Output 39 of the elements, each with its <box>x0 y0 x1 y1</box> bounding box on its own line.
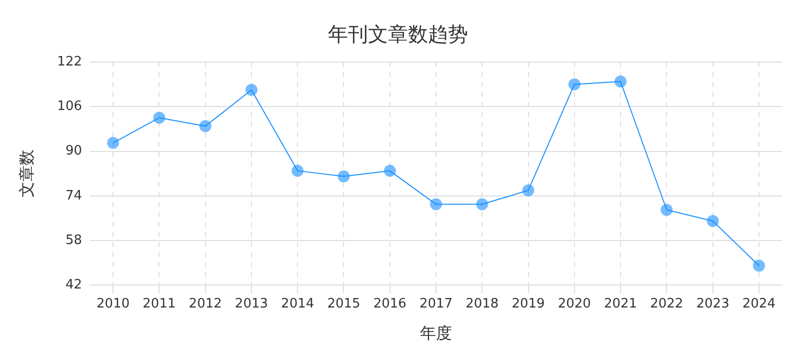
point <box>476 198 488 210</box>
x-tick-label: 2019 <box>512 296 545 312</box>
y-tick-label: 90 <box>65 144 82 159</box>
x-tick-label: 2010 <box>96 296 130 312</box>
chart-title: 年刊文章数趋势 <box>328 22 468 46</box>
point <box>614 76 627 88</box>
x-tick-label: 2021 <box>604 296 638 312</box>
x-tick-label: 2014 <box>281 296 314 312</box>
y-tick-label: 74 <box>65 188 82 204</box>
y-axis-title: 文章数 <box>16 150 36 198</box>
point <box>338 170 350 182</box>
point <box>706 215 719 228</box>
x-axis-title: 年度 <box>420 324 452 343</box>
point <box>568 78 580 90</box>
x-tick-label: 2022 <box>650 296 684 312</box>
point <box>660 204 673 216</box>
x-tick-label: 2013 <box>234 296 268 312</box>
y-tick-label: 58 <box>65 232 82 248</box>
point <box>430 198 442 210</box>
point <box>199 120 212 132</box>
point <box>522 184 534 196</box>
x-tick-label: 2015 <box>327 296 360 312</box>
point <box>245 84 258 96</box>
y-tick-label: 106 <box>57 99 82 114</box>
y-tick-label: 122 <box>57 54 82 70</box>
x-tick-label: 2017 <box>419 296 453 312</box>
x-tick-label: 2012 <box>188 296 222 312</box>
y-tick-label: 42 <box>65 278 82 293</box>
point <box>752 260 765 272</box>
x-tick-label: 2016 <box>373 296 406 312</box>
x-tick-label: 2024 <box>742 296 776 312</box>
x-tick-label: 2020 <box>558 296 591 312</box>
point <box>384 164 396 177</box>
x-tick-label: 2023 <box>696 296 730 312</box>
x-tick-label: 2011 <box>142 296 176 312</box>
point <box>153 112 166 124</box>
x-tick-label: 2018 <box>466 296 499 312</box>
point <box>107 136 120 149</box>
point <box>292 164 304 177</box>
